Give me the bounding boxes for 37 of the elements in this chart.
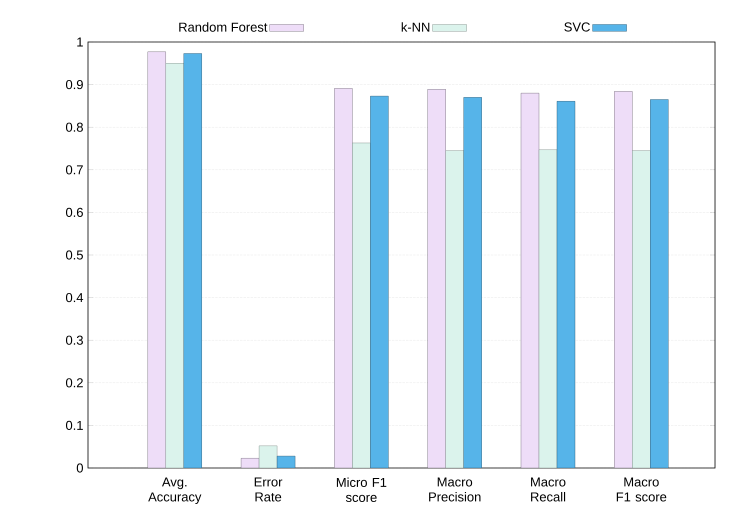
bar: [427, 89, 446, 468]
y-tick-label: 0.7: [66, 165, 83, 174]
bar: [166, 63, 184, 468]
legend-label: Random Forest: [179, 22, 268, 32]
x-tick-label: Micro F1 score: [336, 478, 386, 502]
bar: [445, 150, 464, 468]
x-tick-label: Macro Precision: [429, 478, 480, 502]
y-tick-label: 0.5: [66, 250, 83, 260]
bar: [352, 142, 371, 468]
bar: [334, 88, 353, 468]
bar: [463, 97, 482, 468]
bar: [632, 150, 650, 468]
bar: [614, 91, 632, 468]
bar: [538, 150, 558, 468]
bar: [520, 92, 540, 468]
bar: [650, 99, 668, 468]
y-tick-label: 0.6: [66, 208, 83, 217]
x-tick-label: Macro Recall: [531, 478, 566, 502]
bar: [277, 456, 296, 468]
x-tick-label: Avg. Accuracy: [148, 478, 202, 504]
bar: [258, 446, 278, 468]
y-tick-label: 0.4: [66, 293, 84, 302]
y-tick-label: 0.8: [66, 122, 83, 132]
x-tick-label: Macro F1 score: [616, 478, 666, 502]
legend-label: SVC: [564, 22, 590, 32]
bar: [556, 101, 576, 468]
bar: [184, 53, 202, 468]
x-tick-label: Error Rate: [254, 478, 282, 502]
y-tick-label: 1: [77, 38, 83, 46]
bar: [370, 96, 389, 468]
y-tick-label: 0.9: [66, 80, 83, 90]
y-tick-label: 0.2: [66, 378, 83, 388]
y-tick-label: 0: [76, 463, 83, 473]
y-tick-label: 0.1: [66, 420, 83, 430]
legend-label: k-NN: [402, 22, 430, 32]
y-tick-label: 0.3: [66, 336, 83, 345]
bar: [148, 52, 166, 468]
